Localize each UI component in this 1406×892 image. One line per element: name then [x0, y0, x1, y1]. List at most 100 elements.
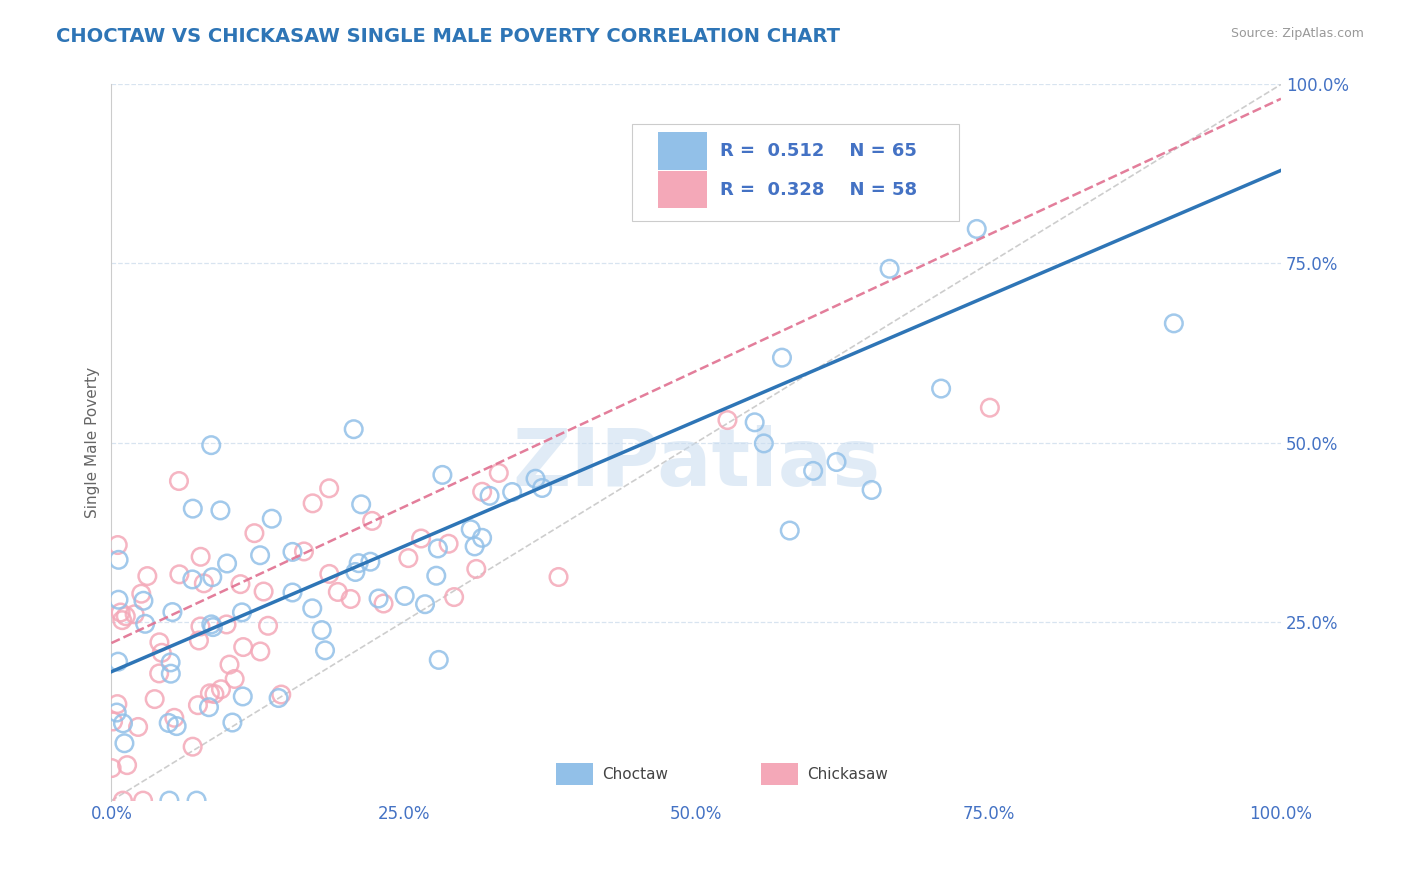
Point [292, 544, 315, 558]
Point [465, 562, 488, 576]
Y-axis label: Single Male Poverty: Single Male Poverty [86, 367, 100, 518]
Point [163, 711, 186, 725]
Point [215, 617, 238, 632]
Point [343, 422, 366, 436]
Point [193, 576, 215, 591]
Point [879, 261, 901, 276]
Point [143, 692, 166, 706]
Point [488, 466, 510, 480]
Point [716, 413, 738, 427]
FancyBboxPatch shape [658, 132, 707, 169]
Point [209, 682, 232, 697]
Point [202, 687, 225, 701]
Point [318, 566, 340, 581]
Point [107, 553, 129, 567]
Point [201, 570, 224, 584]
Point [181, 739, 204, 754]
Text: Source: ZipAtlas.com: Source: ZipAtlas.com [1230, 27, 1364, 40]
Point [148, 666, 170, 681]
Point [217, 557, 239, 571]
Point [198, 700, 221, 714]
Point [425, 568, 447, 582]
Point [464, 540, 486, 554]
Point [111, 794, 134, 808]
Point [350, 497, 373, 511]
Point [347, 556, 370, 570]
Point [770, 351, 793, 365]
Point [159, 666, 181, 681]
Point [427, 653, 450, 667]
Point [162, 605, 184, 619]
Point [501, 485, 523, 500]
Point [249, 644, 271, 658]
Point [190, 549, 212, 564]
Text: CHOCTAW VS CHICKASAW SINGLE MALE POVERTY CORRELATION CHART: CHOCTAW VS CHICKASAW SINGLE MALE POVERTY… [56, 27, 841, 45]
Point [267, 691, 290, 706]
Point [531, 481, 554, 495]
Point [115, 758, 138, 772]
Point [411, 532, 433, 546]
Point [311, 623, 333, 637]
Point [281, 585, 304, 599]
Point [432, 467, 454, 482]
Point [471, 531, 494, 545]
Point [132, 794, 155, 808]
Text: Chickasaw: Chickasaw [807, 766, 889, 781]
Point [260, 512, 283, 526]
Point [134, 616, 156, 631]
Point [243, 526, 266, 541]
Point [209, 503, 232, 517]
Text: R =  0.512    N = 65: R = 0.512 N = 65 [720, 142, 917, 160]
Point [359, 555, 381, 569]
FancyBboxPatch shape [555, 764, 593, 785]
Point [232, 640, 254, 654]
Point [129, 587, 152, 601]
Point [110, 606, 132, 620]
Point [860, 483, 883, 497]
Point [221, 715, 243, 730]
Point [181, 501, 204, 516]
Point [443, 590, 465, 604]
Point [314, 643, 336, 657]
Point [979, 401, 1001, 415]
FancyBboxPatch shape [658, 171, 707, 209]
Point [224, 672, 246, 686]
Point [318, 481, 340, 495]
Point [270, 688, 292, 702]
Point [471, 484, 494, 499]
Point [112, 736, 135, 750]
Point [373, 597, 395, 611]
Point [779, 524, 801, 538]
Point [201, 620, 224, 634]
Point [1163, 317, 1185, 331]
Text: Choctaw: Choctaw [603, 766, 669, 781]
Point [252, 584, 274, 599]
Point [105, 697, 128, 711]
Point [101, 714, 124, 729]
Point [929, 382, 952, 396]
Point [547, 570, 569, 584]
Point [825, 455, 848, 469]
Text: ZIPatlas: ZIPatlas [512, 425, 880, 503]
Text: R =  0.328    N = 58: R = 0.328 N = 58 [720, 181, 917, 199]
Point [169, 567, 191, 582]
Point [232, 690, 254, 704]
Point [157, 715, 180, 730]
Point [107, 538, 129, 552]
Point [187, 633, 209, 648]
Point [107, 592, 129, 607]
Point [966, 222, 988, 236]
Point [301, 496, 323, 510]
Point [124, 607, 146, 622]
Point [301, 601, 323, 615]
FancyBboxPatch shape [631, 124, 959, 220]
Point [326, 585, 349, 599]
Point [478, 489, 501, 503]
Point [752, 436, 775, 450]
Point [339, 592, 361, 607]
Point [801, 464, 824, 478]
Point [127, 720, 149, 734]
Point [200, 617, 222, 632]
Point [437, 537, 460, 551]
FancyBboxPatch shape [761, 764, 799, 785]
